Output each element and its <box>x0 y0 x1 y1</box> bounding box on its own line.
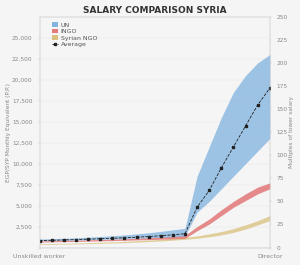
Legend: UN, INGO, Syrian NGO, Average: UN, INGO, Syrian NGO, Average <box>52 22 97 47</box>
Title: SALARY COMPARISON SYRIA: SALARY COMPARISON SYRIA <box>83 6 226 15</box>
Y-axis label: EGP/SYP Monthly Equivalent (P.P.): EGP/SYP Monthly Equivalent (P.P.) <box>6 83 10 182</box>
Y-axis label: Multiples of lower salary: Multiples of lower salary <box>290 96 294 168</box>
